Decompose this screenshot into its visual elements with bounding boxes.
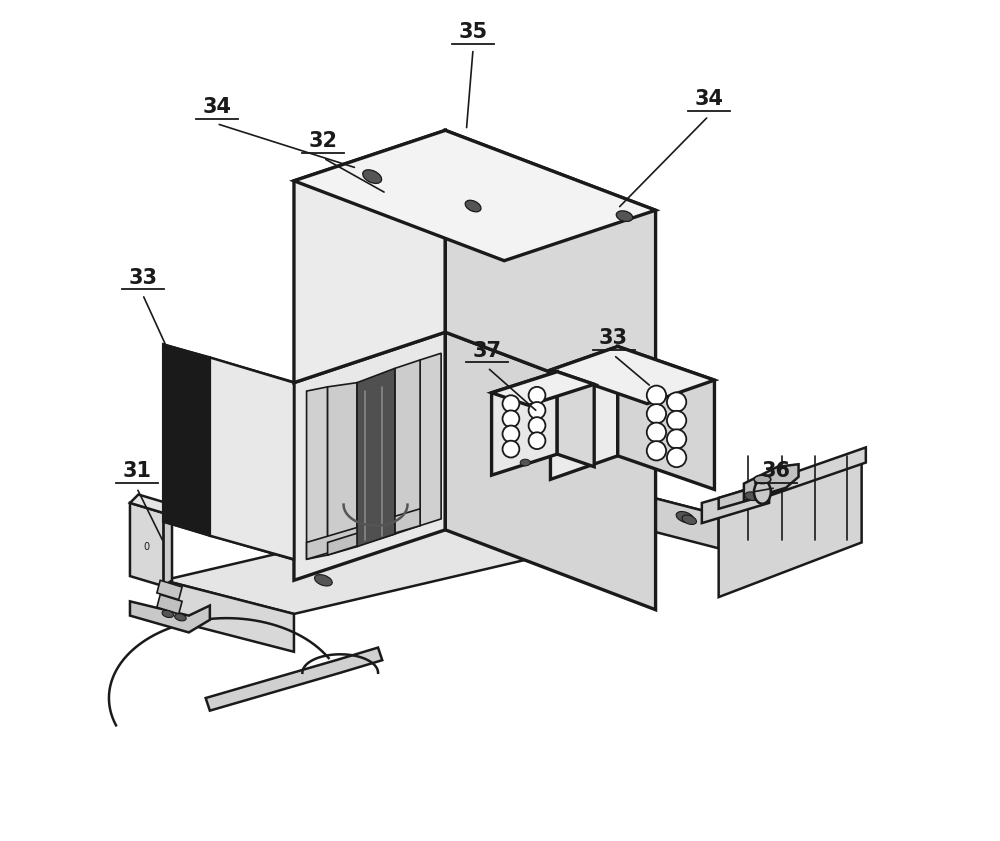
Text: 33: 33 [599, 328, 628, 348]
Circle shape [647, 405, 666, 424]
Polygon shape [588, 481, 719, 548]
Circle shape [503, 410, 519, 427]
Polygon shape [492, 372, 594, 405]
Polygon shape [445, 332, 656, 610]
Polygon shape [294, 130, 445, 383]
Text: 35: 35 [459, 22, 488, 42]
Polygon shape [210, 357, 294, 559]
Ellipse shape [754, 475, 771, 484]
Polygon shape [307, 387, 328, 559]
Polygon shape [550, 346, 618, 479]
Text: 36: 36 [761, 461, 790, 481]
Polygon shape [719, 454, 862, 597]
Polygon shape [157, 595, 182, 614]
Circle shape [647, 385, 666, 405]
Polygon shape [164, 345, 210, 536]
Ellipse shape [465, 200, 481, 212]
Polygon shape [328, 521, 395, 555]
Text: 31: 31 [122, 461, 151, 481]
Text: 33: 33 [128, 267, 157, 288]
Circle shape [647, 423, 666, 442]
Polygon shape [294, 130, 656, 261]
Polygon shape [130, 601, 210, 632]
Polygon shape [294, 332, 445, 580]
Circle shape [529, 417, 545, 434]
Polygon shape [164, 481, 719, 614]
Circle shape [503, 395, 519, 412]
Polygon shape [130, 503, 164, 586]
Circle shape [529, 402, 545, 419]
Text: 34: 34 [202, 97, 231, 117]
Polygon shape [618, 346, 714, 489]
Polygon shape [395, 360, 420, 534]
Ellipse shape [500, 526, 517, 537]
Circle shape [529, 387, 545, 404]
Ellipse shape [754, 480, 771, 504]
Text: 34: 34 [694, 89, 723, 109]
Ellipse shape [520, 459, 530, 466]
Polygon shape [206, 648, 382, 711]
Text: 37: 37 [473, 341, 502, 361]
Ellipse shape [315, 574, 332, 586]
Ellipse shape [175, 614, 186, 621]
Polygon shape [719, 478, 786, 509]
Polygon shape [357, 368, 395, 547]
Polygon shape [307, 509, 420, 559]
Ellipse shape [363, 170, 382, 183]
Polygon shape [445, 130, 656, 412]
Ellipse shape [745, 492, 760, 500]
Circle shape [667, 430, 686, 449]
Ellipse shape [676, 511, 694, 523]
Text: 0: 0 [143, 542, 149, 552]
Ellipse shape [682, 515, 696, 525]
Polygon shape [130, 495, 172, 513]
Polygon shape [420, 353, 441, 526]
Polygon shape [557, 372, 594, 467]
Ellipse shape [162, 611, 174, 617]
Text: 32: 32 [309, 131, 338, 151]
Polygon shape [714, 447, 866, 515]
Circle shape [503, 441, 519, 458]
Polygon shape [492, 372, 557, 475]
Circle shape [647, 441, 666, 461]
Polygon shape [744, 464, 799, 500]
Circle shape [667, 447, 686, 468]
Polygon shape [164, 345, 294, 559]
Circle shape [503, 426, 519, 442]
Polygon shape [164, 505, 172, 586]
Polygon shape [550, 346, 714, 404]
Polygon shape [164, 580, 294, 652]
Ellipse shape [616, 211, 633, 221]
Polygon shape [328, 383, 357, 555]
Circle shape [667, 392, 686, 412]
Polygon shape [702, 484, 769, 523]
Circle shape [529, 432, 545, 449]
Polygon shape [157, 580, 182, 600]
Circle shape [667, 411, 686, 431]
